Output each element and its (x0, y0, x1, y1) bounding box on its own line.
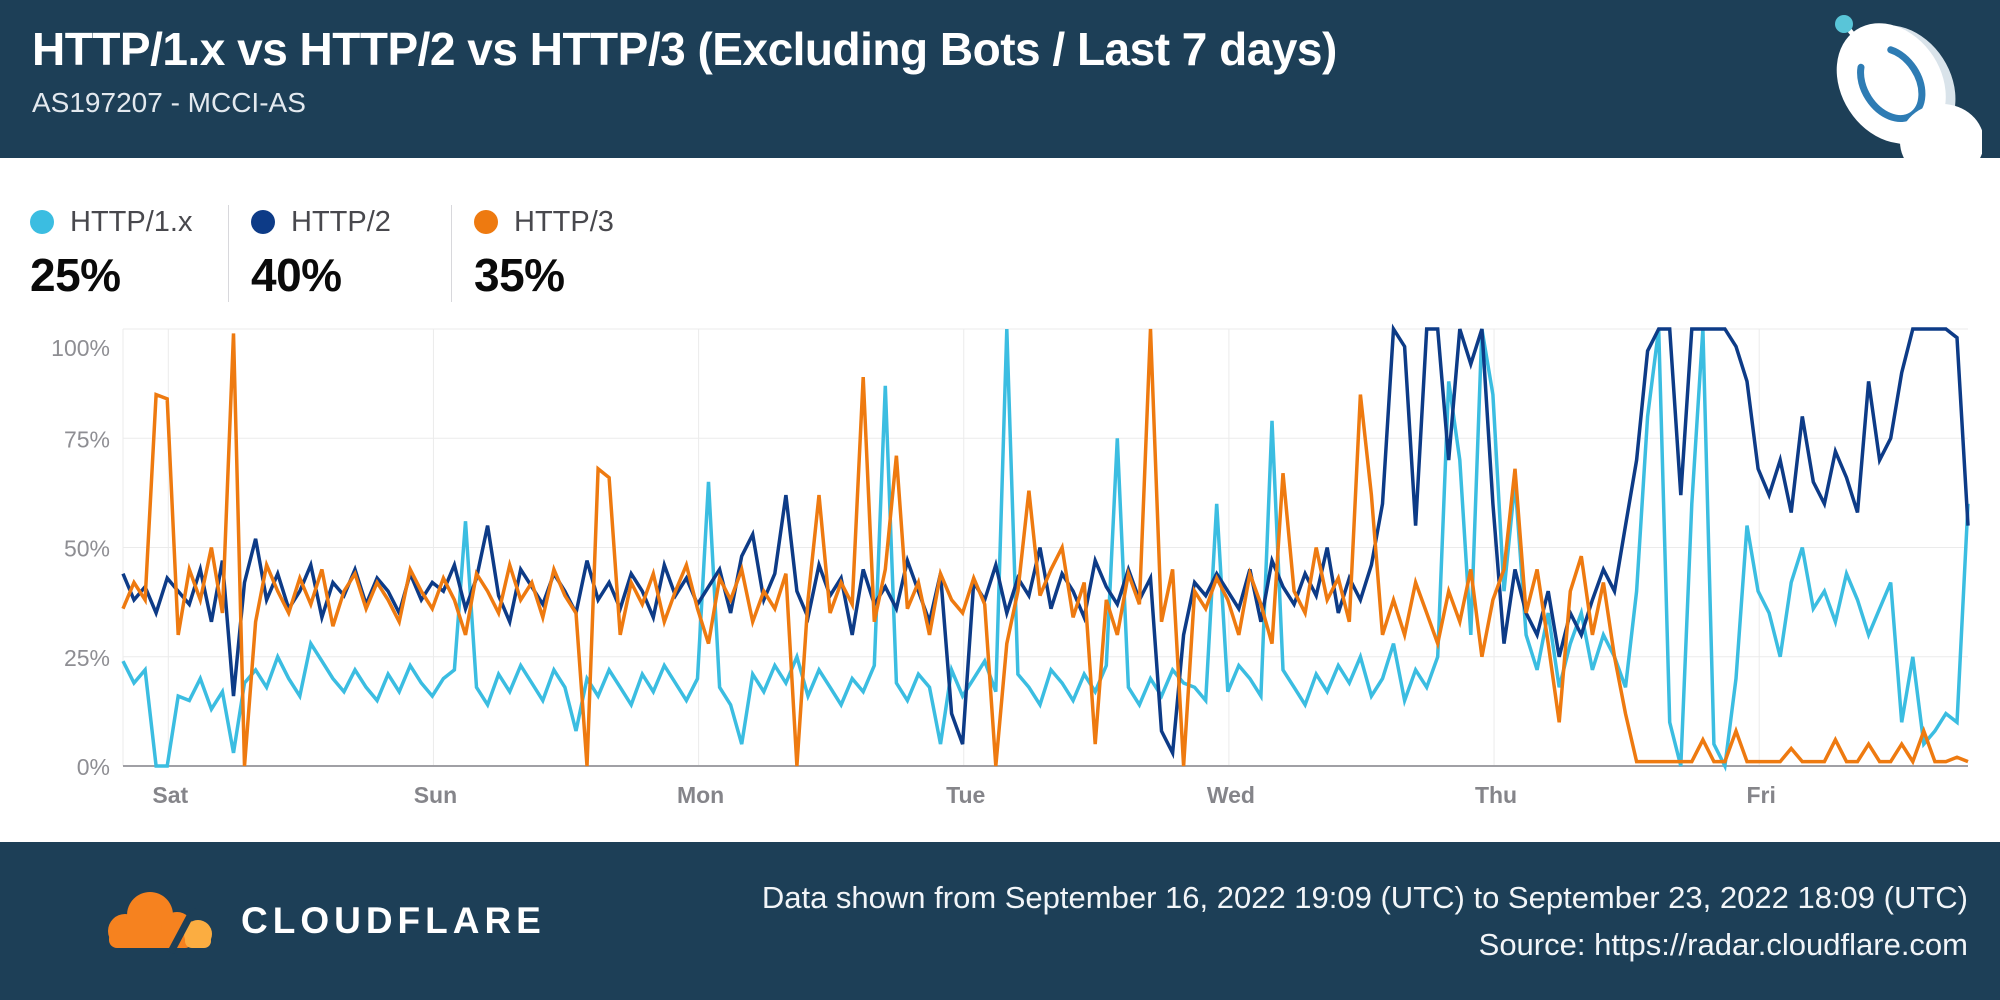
legend-label-http3: HTTP/3 (514, 205, 614, 238)
source-url-text: Source: https://radar.cloudflare.com (1478, 927, 1968, 962)
page-title: HTTP/1.x vs HTTP/2 vs HTTP/3 (Excluding … (32, 23, 1337, 75)
cloudflare-logo: CLOUDFLARE (95, 881, 546, 961)
date-range-text: Data shown from September 16, 2022 19:09… (761, 880, 1968, 915)
legend-dot-http3 (474, 210, 498, 234)
y-axis-label: 75% (64, 426, 110, 452)
asn-subtitle: AS197207 - MCCI-AS (32, 87, 306, 118)
legend-dot-http1x (30, 210, 54, 234)
series-line-http1x (121, 328, 1970, 772)
legend-item-http1x[interactable]: HTTP/1.x 25% (30, 205, 228, 302)
x-axis-label: Wed (1207, 782, 1255, 808)
x-axis-label: Fri (1746, 782, 1775, 808)
header: HTTP/1.x vs HTTP/2 vs HTTP/3 (Excluding … (0, 0, 2000, 158)
legend-item-http3[interactable]: HTTP/3 35% (451, 205, 674, 302)
x-axis-label: Sun (414, 782, 457, 808)
x-axis-label: Mon (677, 782, 724, 808)
cloudflare-cloud-icon (108, 892, 212, 954)
radar-dish-icon (1835, 15, 1982, 158)
legend-label-http1x: HTTP/1.x (70, 205, 193, 238)
series-line-http3 (121, 328, 1969, 767)
legend-value-http2: 40% (251, 249, 342, 301)
cloudflare-wordmark: CLOUDFLARE (241, 900, 546, 941)
x-axis-label: Thu (1475, 782, 1517, 808)
legend: HTTP/1.x 25% HTTP/2 40% HTTP/3 35% (30, 205, 674, 302)
y-axis-label: 0% (77, 754, 110, 780)
legend-label-http2: HTTP/2 (291, 205, 391, 238)
legend-value-http3: 35% (474, 249, 565, 301)
footer: CLOUDFLARE Data shown from September 16,… (0, 842, 2000, 1000)
y-axis-label: 100% (51, 335, 110, 361)
y-axis-label: 50% (64, 536, 110, 562)
y-axis-label: 25% (64, 645, 110, 671)
x-axis-label: Sat (152, 782, 188, 808)
legend-item-http2[interactable]: HTTP/2 40% (228, 205, 451, 302)
legend-dot-http2 (251, 210, 275, 234)
x-axis-label: Tue (946, 782, 985, 808)
legend-value-http1x: 25% (30, 249, 121, 301)
